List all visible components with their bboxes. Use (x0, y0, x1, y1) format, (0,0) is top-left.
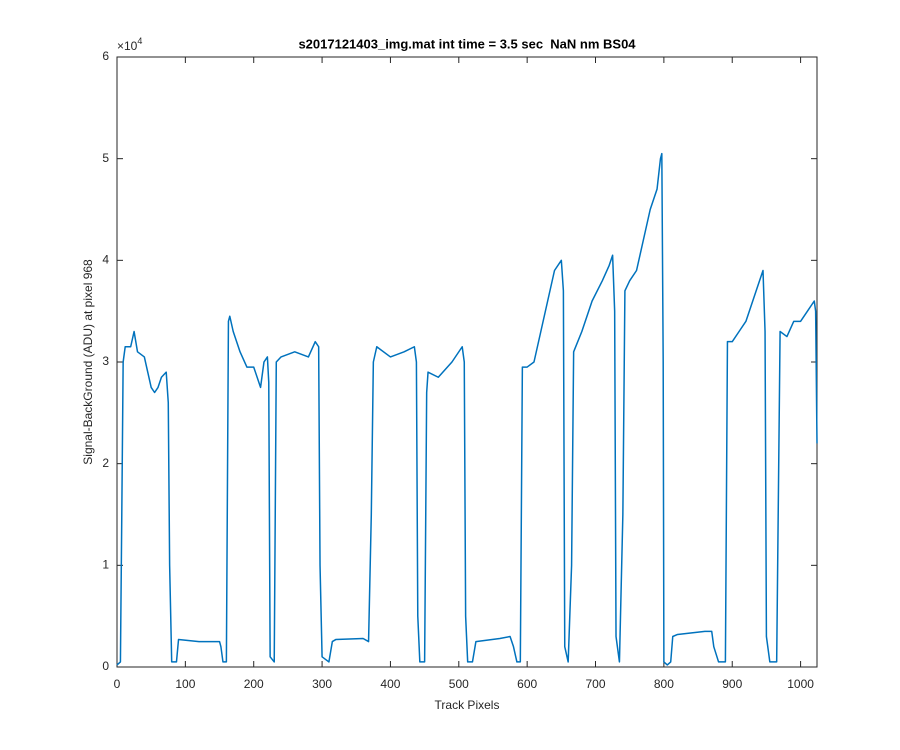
data-line (116, 152, 818, 666)
x-tick-label: 700 (586, 677, 606, 691)
x-tick-label: 100 (175, 677, 195, 691)
chart-title: s2017121403_img.mat int time = 3.5 sec N… (298, 36, 636, 51)
y-tick-label: 3 (102, 354, 109, 368)
y-tick-label: 4 (102, 253, 109, 267)
y-multiplier-base: ×10 (117, 39, 138, 53)
x-tick-label: 200 (244, 677, 264, 691)
x-tick-label: 400 (380, 677, 400, 691)
y-tick-label: 6 (102, 49, 109, 63)
y-multiplier: ×104 (117, 36, 142, 53)
y-axis-label: Signal-BackGround (ADU) at pixel 968 (81, 259, 95, 465)
y-tick-label: 2 (102, 456, 109, 470)
x-tick-label: 300 (312, 677, 332, 691)
y-tick-label: 5 (102, 151, 109, 165)
x-tick-label: 500 (449, 677, 469, 691)
y-multiplier-exponent: 4 (137, 36, 142, 46)
x-tick-label: 800 (654, 677, 674, 691)
x-axis-label: Track Pixels (435, 698, 500, 712)
y-tick-label: 0 (102, 659, 109, 673)
axes-box (116, 56, 818, 668)
x-tick-label: 900 (722, 677, 742, 691)
x-tick-label: 1000 (787, 677, 814, 691)
x-tick-label: 0 (114, 677, 121, 691)
y-tick-label: 1 (102, 558, 109, 572)
x-tick-label: 600 (517, 677, 537, 691)
